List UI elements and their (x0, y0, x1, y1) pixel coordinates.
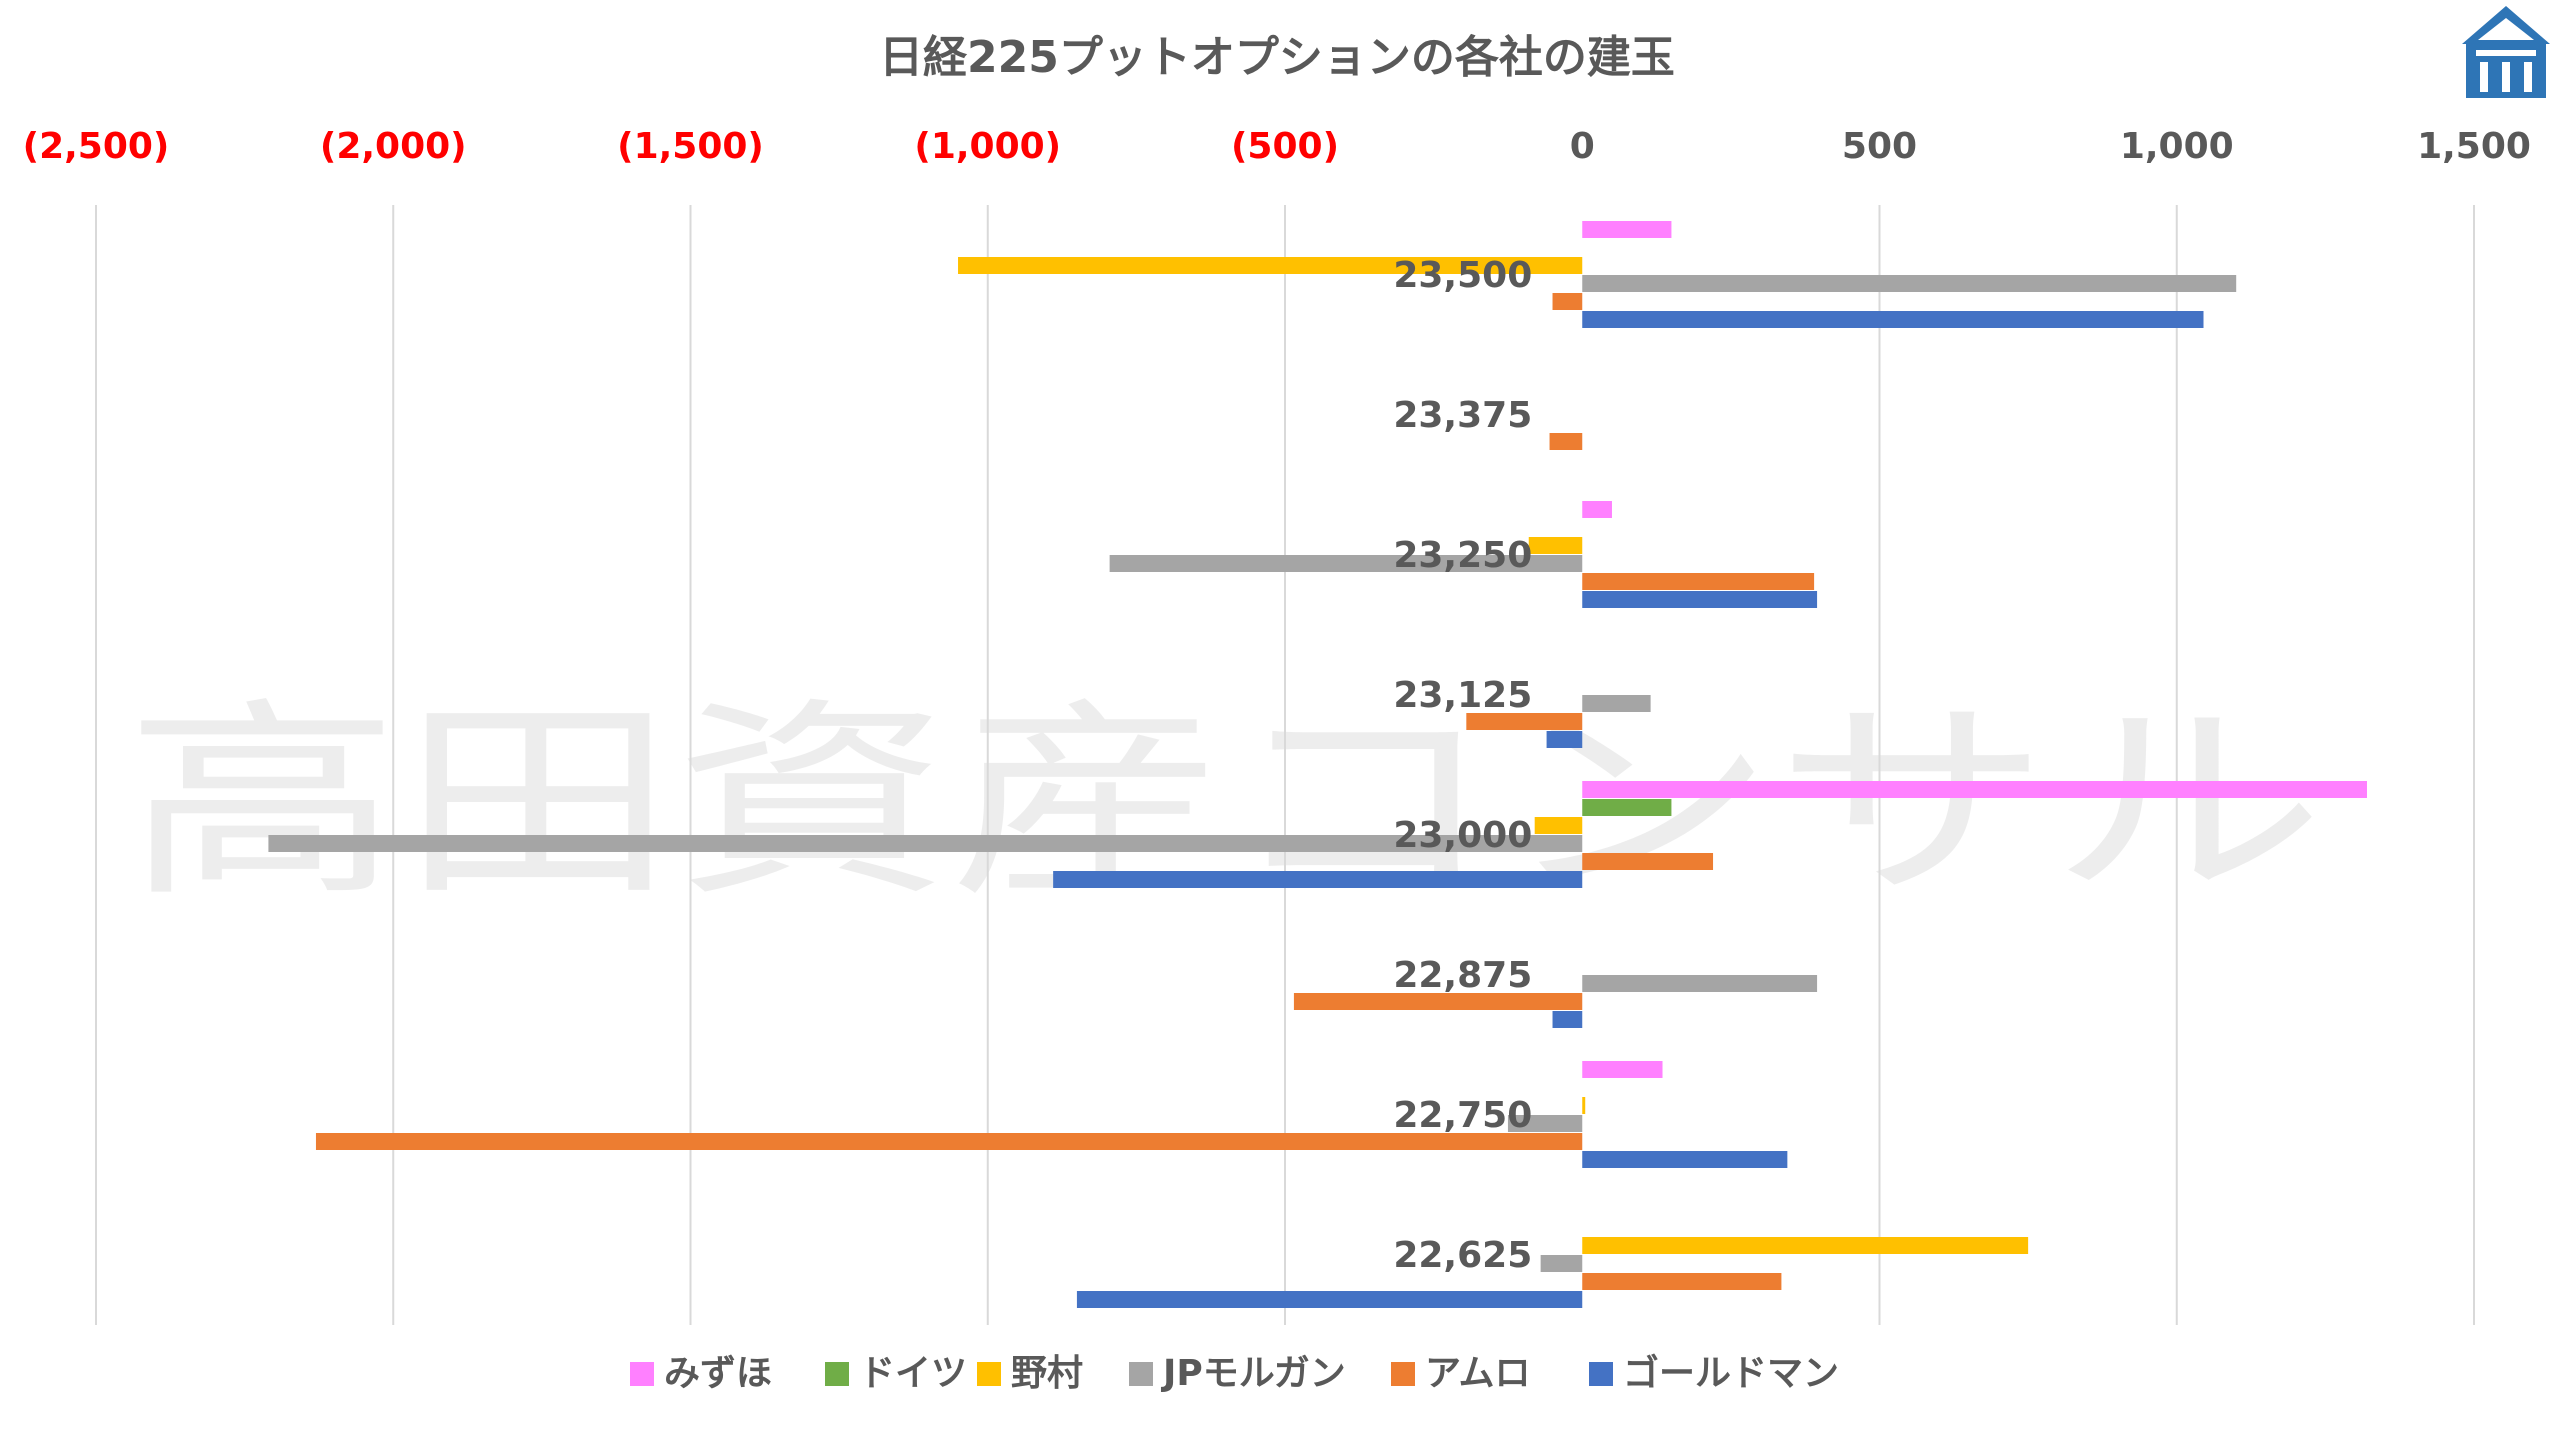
bar (1549, 433, 1583, 450)
bar (1076, 1291, 1583, 1308)
bar (1109, 555, 1583, 572)
category-label: 22,750 (1393, 1095, 1532, 1136)
bar (1582, 591, 1818, 608)
legend-label: ゴールドマン (1623, 1352, 1839, 1394)
bar (1582, 1061, 1663, 1078)
legend-swatch (630, 1362, 654, 1386)
legend-swatch (977, 1362, 1001, 1386)
category-label: 23,500 (1393, 255, 1532, 296)
bar (1582, 781, 2367, 798)
bar (1582, 1151, 1788, 1168)
x-tick-label: 0 (1570, 126, 1595, 167)
bar (1582, 501, 1612, 518)
category-labels: 23,500 23,375 23,250 23,125 23,000 22,875 22,7… (1393, 255, 1532, 1276)
logo (2462, 6, 2550, 98)
x-axis-ticks: (2,500) (2,000) (1,500) (1,000) (500) 0 500 1,0… (23, 126, 2531, 167)
legend-swatch (1391, 1362, 1415, 1386)
watermark: 高田資産コンサル (125, 680, 2325, 925)
category-label: 23,375 (1393, 395, 1532, 436)
x-tick-label: (1,500) (617, 126, 764, 167)
category-label: 23,250 (1393, 535, 1532, 576)
bar (1552, 1011, 1583, 1028)
x-tick-label: 1,500 (2417, 126, 2531, 167)
bar (1582, 221, 1672, 238)
category-label: 23,000 (1393, 815, 1532, 856)
bar (268, 835, 1583, 852)
bar (1546, 731, 1583, 748)
bar (1582, 975, 1818, 992)
bar (1582, 695, 1651, 712)
bar (1053, 871, 1583, 888)
bar (1582, 275, 2237, 292)
x-tick-label: (1,000) (914, 126, 1061, 167)
bar (1582, 311, 2204, 328)
legend-swatch (1129, 1362, 1153, 1386)
legend-label: 野村 (1011, 1353, 1083, 1394)
category-label: 22,625 (1393, 1235, 1532, 1276)
bar (1534, 817, 1583, 834)
x-tick-label: (500) (1231, 126, 1339, 167)
bar (1540, 1255, 1583, 1272)
bars (268, 221, 2367, 1308)
bar (1582, 1273, 1782, 1290)
x-tick-label: 500 (1842, 126, 1917, 167)
bar (315, 1133, 1583, 1150)
bar (1507, 1115, 1583, 1132)
legend-label: みずほ (664, 1353, 772, 1394)
bar (1552, 293, 1583, 310)
chart-title: 日経225プットオプションの各社の建玉 (879, 32, 1675, 83)
legend-label: アムロ (1425, 1353, 1530, 1394)
bar (1466, 713, 1583, 730)
bar (1582, 1097, 1586, 1114)
legend-swatch (825, 1362, 849, 1386)
bar (1582, 853, 1714, 870)
x-tick-label: 1,000 (2120, 126, 2234, 167)
bar (1293, 993, 1583, 1010)
bar (958, 257, 1583, 274)
bar (1582, 1237, 2029, 1254)
bar (1582, 573, 1815, 590)
bar (1528, 537, 1583, 554)
legend-label: ドイツ (859, 1353, 967, 1394)
category-label: 22,875 (1393, 955, 1532, 996)
legend-swatch (1589, 1362, 1613, 1386)
x-tick-label: (2,500) (23, 126, 170, 167)
bar (1582, 799, 1672, 816)
legend-label: JPモルガン (1160, 1353, 1346, 1394)
x-tick-label: (2,000) (320, 126, 467, 167)
legend: みずほ ドイツ 野村 JPモルガン アムロ ゴールドマン (630, 1352, 1839, 1394)
category-label: 23,125 (1393, 675, 1532, 716)
